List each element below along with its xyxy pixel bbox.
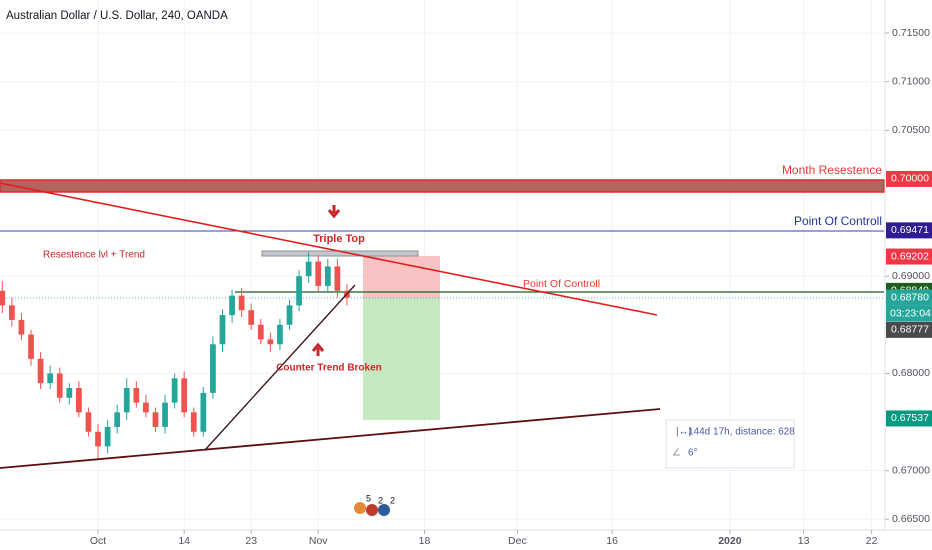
price-marker: [886, 321, 932, 338]
angle-text: 6°: [688, 448, 698, 459]
candle-body: [181, 378, 188, 413]
reward-box: [363, 298, 440, 420]
event-count: 2: [378, 495, 383, 505]
y-tick-label: 0.70500: [892, 124, 930, 136]
price-marker-label: 0.68777: [891, 324, 929, 336]
measure-box: [665, 419, 795, 469]
candle-body: [190, 412, 197, 432]
y-tick-label: 0.71500: [892, 27, 930, 39]
countdown: 03:23:04: [890, 307, 931, 319]
candle-body: [47, 373, 54, 384]
x-tick-label: 22: [866, 535, 878, 547]
price-marker-label: 0.70000: [891, 173, 929, 185]
y-tick-label: 0.71000: [892, 75, 930, 87]
candle-body: [200, 392, 207, 432]
y-tick-label: 0.69000: [892, 270, 930, 282]
y-tick-label: 0.66500: [892, 513, 930, 525]
candle-body: [76, 388, 82, 413]
candle-body: [162, 402, 168, 427]
candle-body: [286, 305, 293, 325]
y-tick-label: 0.67000: [892, 464, 930, 476]
annotation: Point Of Controll: [523, 278, 600, 290]
arrow-up: [311, 342, 325, 356]
measure-text: 144d 17h, distance: 628: [688, 427, 795, 438]
candle-body: [85, 412, 92, 432]
candle-body: [152, 412, 159, 427]
candle-body: [315, 261, 322, 286]
angle-icon: ∠: [672, 448, 681, 459]
candle-body: [296, 276, 302, 306]
candle-body: [171, 378, 178, 403]
candle-body: [18, 319, 25, 335]
event-icon[interactable]: [378, 504, 390, 516]
candle-body: [37, 358, 44, 384]
x-tick-label: 18: [419, 535, 431, 547]
x-tick-label: Dec: [508, 535, 527, 547]
annotation: Month Resestence: [782, 163, 882, 177]
event-count: 2: [390, 495, 395, 505]
candle-body: [267, 339, 274, 345]
candle-body: [95, 431, 101, 447]
price-marker: [886, 222, 932, 239]
chart-title: Australian Dollar / U.S. Dollar, 240, OA…: [6, 10, 228, 22]
candle-body: [8, 305, 15, 320]
price-marker: [886, 170, 932, 187]
x-tick-label: Nov: [309, 535, 328, 547]
candle-body: [277, 324, 283, 345]
event-icons: 5 2 2: [354, 493, 395, 516]
price-marker-label: 0.68780: [891, 291, 929, 303]
candles: [0, 251, 350, 460]
x-tick-label: 13: [798, 535, 810, 547]
candle-body: [305, 261, 312, 277]
axes: 0.71500 0.71000 0.70500 0.69000 0.68000 0.670…: [90, 27, 932, 547]
trend-line: [0, 182, 658, 316]
candle-body: [0, 290, 6, 306]
candle-body: [143, 402, 149, 413]
price-marker: [886, 248, 932, 265]
counter-trend-line: [204, 284, 356, 451]
price-marker: [886, 410, 932, 427]
candle-body: [114, 412, 121, 427]
y-tick-label: 0.68000: [892, 367, 930, 379]
price-marker-label: 0.69202: [891, 250, 929, 262]
arrow-down: [327, 205, 341, 219]
event-icon[interactable]: [354, 502, 366, 514]
candle-body: [104, 426, 111, 447]
candle-body: [219, 315, 226, 345]
price-marker: [886, 289, 932, 306]
x-tick-label: 2020: [718, 535, 742, 547]
x-tick-label: Oct: [90, 535, 106, 547]
event-count: 5: [366, 493, 371, 503]
annotation: Counter Trend Broken: [276, 363, 382, 374]
measure-icon: |↔|: [676, 427, 691, 438]
candle-body: [238, 295, 245, 311]
candle-body: [334, 266, 341, 291]
candle-body: [56, 373, 63, 398]
candle-body: [28, 334, 34, 359]
annotation: Triple Top: [313, 233, 365, 245]
candle-body: [324, 266, 331, 286]
price-marker-label: 0.69471: [891, 224, 929, 236]
countdown-box: [886, 305, 932, 322]
event-icon[interactable]: [366, 504, 378, 516]
price-marker-label: 0.67537: [891, 412, 929, 424]
candle-body: [229, 295, 235, 316]
x-tick-label: 14: [178, 535, 190, 547]
candle-body: [133, 388, 140, 403]
annotation: Point Of Controll: [794, 214, 882, 228]
x-tick-label: 16: [606, 535, 618, 547]
candle-body: [123, 388, 130, 413]
background-layer: [0, 0, 885, 530]
annotation: Resestence lvl + Trend: [43, 250, 145, 261]
candle-body: [257, 324, 264, 340]
resistance-zone: [0, 179, 885, 193]
support-line: [0, 408, 661, 469]
x-tick-label: 23: [245, 535, 257, 547]
candle-body: [210, 344, 216, 393]
candle-body: [248, 310, 255, 325]
candle-body: [66, 388, 73, 398]
